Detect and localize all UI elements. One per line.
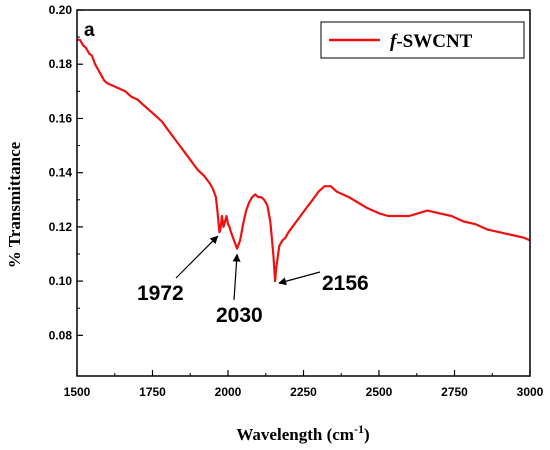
x-tick-label: 1500: [64, 385, 91, 399]
annotation-arrow-1972: [175, 235, 219, 279]
annotation-arrow-2030: [232, 253, 241, 301]
x-axis-title: Wavelength (cm-1): [236, 422, 369, 444]
y-axis-ticks: [77, 9, 83, 336]
plot-frame: [76, 9, 531, 377]
y-axis-title: % Transmittance: [5, 141, 24, 268]
y-tick-label: 0.12: [49, 220, 73, 234]
legend-label: f-SWCNT: [390, 31, 473, 52]
x-tick-label: 2750: [441, 385, 468, 399]
x-tick-label: 2000: [215, 385, 242, 399]
x-tick-label: 2500: [366, 385, 393, 399]
annotation-label-2030: 2030: [216, 304, 263, 327]
y-tick-label: 0.18: [49, 57, 73, 71]
y-tick-label: 0.10: [49, 274, 73, 288]
annotation-label-1972: 1972: [137, 282, 184, 305]
y-axis-tick-labels: 0.08 0.10 0.12 0.14 0.16 0.18 0.20: [49, 3, 73, 342]
legend-label-suffix: -SWCNT: [396, 31, 472, 52]
y-tick-label: 0.16: [49, 111, 73, 125]
x-axis-tick-labels: 1500 1750 2000 2250 2500 2750 3000: [64, 385, 544, 399]
peak-annotations: 1972 2030 2156: [137, 235, 369, 327]
x-axis-title-text: Wavelength (cm: [236, 425, 354, 444]
y-tick-label: 0.14: [49, 166, 73, 180]
x-tick-label: 1750: [139, 385, 166, 399]
series-line-f-swcnt: [77, 38, 531, 283]
x-axis-title-superscript: -1: [354, 422, 364, 436]
panel-label: a: [84, 20, 95, 41]
x-axis-title-close: ): [364, 425, 370, 444]
y-tick-label: 0.08: [49, 328, 73, 342]
annotation-arrow-2156: [278, 271, 321, 286]
x-tick-label: 3000: [517, 385, 544, 399]
x-tick-label: 2250: [290, 385, 317, 399]
legend-label-prefix: f: [390, 31, 398, 52]
y-tick-label: 0.20: [49, 3, 73, 17]
legend: f-SWCNT: [320, 21, 525, 59]
annotation-label-2156: 2156: [322, 272, 369, 295]
